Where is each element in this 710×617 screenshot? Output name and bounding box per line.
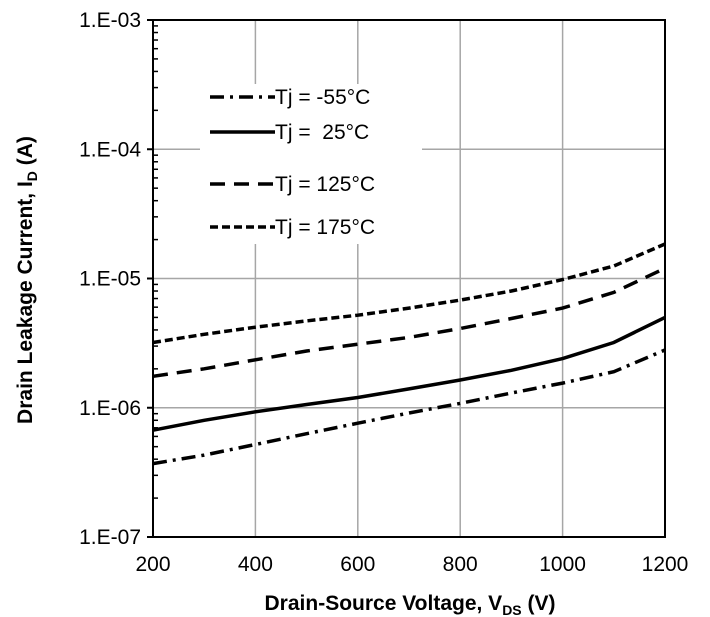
- x-axis-title: Drain-Source Voltage, VDS (V): [265, 592, 556, 617]
- x-axis-title-subscript: DS: [502, 602, 521, 617]
- series-line-1: [152, 315, 666, 432]
- x-tick-label: 600: [340, 553, 375, 576]
- series-lines: [152, 242, 666, 466]
- x-tick-label: 800: [443, 553, 478, 576]
- legend: Tj = -55°C Tj = 25°C Tj = 125°C Tj = 175…: [210, 86, 375, 239]
- x-tick-label: 1000: [539, 553, 586, 576]
- x-axis-title-main: Drain-Source Voltage, V: [265, 592, 503, 615]
- legend-label-neg55: Tj = -55°C: [275, 86, 370, 109]
- x-axis-title-unit: (V): [522, 592, 556, 615]
- y-axis-title: Drain Leakage Current, ID (A): [14, 136, 40, 424]
- legend-label-175: Tj = 175°C: [275, 216, 375, 239]
- y-tick-label: 1.E-04: [79, 138, 141, 161]
- axis-ticks: 200 400 600 800 1000 1200 1.E-07 1.E-06 1.E-05 1.…: [79, 9, 688, 576]
- y-tick-label: 1.E-03: [79, 9, 141, 32]
- y-tick-label: 1.E-06: [79, 397, 141, 420]
- series-line-0: [152, 348, 666, 466]
- y-axis-title-unit: (A): [14, 136, 37, 171]
- legend-box: [200, 84, 422, 244]
- series-line-2: [152, 266, 666, 379]
- x-tick-label: 1200: [642, 553, 689, 576]
- series-line-3: [152, 242, 666, 345]
- y-axis-title-main: Drain Leakage Current, I: [14, 181, 37, 424]
- y-axis-title-subscript: D: [24, 171, 40, 181]
- legend-label-125: Tj = 125°C: [275, 173, 375, 196]
- x-tick-label: 400: [238, 553, 273, 576]
- legend-label-25: Tj = 25°C: [275, 121, 369, 144]
- y-tick-label: 1.E-07: [79, 526, 141, 549]
- x-tick-label: 200: [135, 553, 170, 576]
- y-tick-label: 1.E-05: [79, 268, 141, 291]
